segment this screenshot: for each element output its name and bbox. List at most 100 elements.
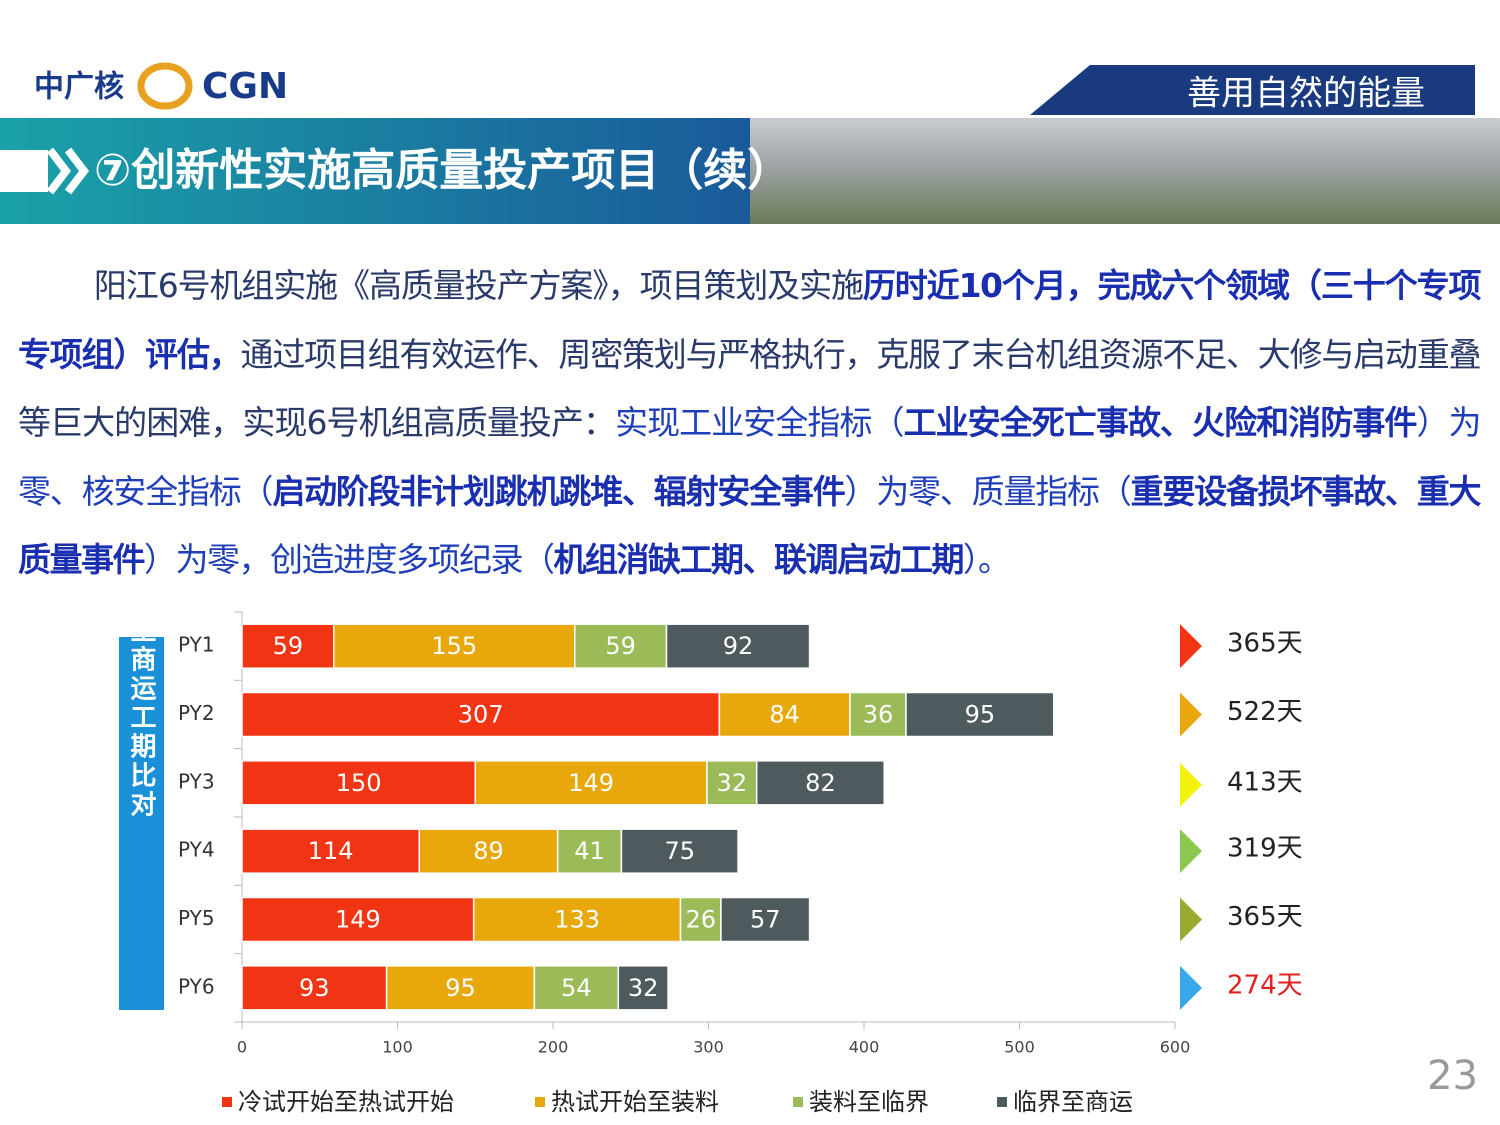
total-label: 365天	[1227, 902, 1303, 932]
text-run: 重要设备损坏事故、重大质量事件	[18, 471, 1482, 580]
total-label: 274天	[1227, 970, 1303, 1000]
slogan-banner	[1030, 65, 1475, 115]
slide-title: ⑦创新性实施高质量投产项目（续）	[94, 145, 791, 196]
data-label: 36	[863, 701, 894, 729]
data-label: 82	[805, 769, 836, 797]
text-run: 实现工业安全指标（	[615, 403, 905, 442]
x-tick-label: 200	[538, 1038, 569, 1057]
paragraph: 阳江6号机组实施《高质量投产方案》，项目策划及实施历时近10个月，完成六个领域（…	[18, 252, 1482, 595]
y-tick-label: PY3	[178, 769, 215, 793]
total-arrow	[1180, 692, 1202, 737]
legend-label: 装料至临界	[809, 1088, 929, 1116]
y-tick-label: PY5	[178, 906, 215, 930]
bar-segment	[706, 760, 758, 806]
data-label: 93	[299, 974, 330, 1002]
legend-label: 冷试开始至热试开始	[238, 1088, 454, 1116]
y-tick-label: PY4	[178, 838, 215, 862]
data-label: 59	[605, 632, 636, 660]
side-label-box	[119, 637, 164, 1010]
bar-segment	[241, 623, 335, 669]
bar-segment	[718, 691, 851, 738]
chevron	[46, 147, 72, 195]
data-label: 307	[458, 701, 504, 729]
total-arrow	[1180, 829, 1202, 874]
legend-swatch	[535, 1097, 545, 1107]
bar-segment	[755, 760, 885, 806]
data-label: 32	[628, 974, 659, 1002]
bar-segment	[533, 965, 620, 1011]
text-run: ）。	[963, 540, 1011, 579]
legend-swatch	[793, 1097, 803, 1107]
bar-segment	[617, 965, 669, 1011]
text-run: ）为零、核安全指标（	[18, 403, 1482, 511]
title-bar	[0, 118, 750, 224]
bar-segment	[905, 691, 1055, 738]
legend-swatch	[222, 1097, 232, 1107]
data-label: 92	[723, 632, 754, 660]
x-tick-label: 0	[237, 1038, 247, 1057]
y-tick-label: PY6	[178, 974, 215, 998]
data-label: 57	[750, 906, 781, 934]
slogan: 善用自然的能量	[1187, 74, 1425, 114]
text-run: 通过项目组有效运作、周密策划与严格执行，克服了末台机组资源不足、大修与启动重叠等…	[18, 334, 1482, 443]
data-label: 95	[445, 974, 476, 1002]
chevron-bar	[0, 150, 48, 192]
data-label: 54	[561, 974, 592, 1002]
text-run: 启动阶段非计划跳机跳堆、辐射安全事件	[272, 471, 846, 511]
data-label: 150	[336, 769, 382, 797]
total-arrow	[1180, 762, 1202, 807]
total-label: 319天	[1227, 834, 1303, 864]
y-tick-label: PY1	[178, 633, 215, 657]
photo	[750, 118, 1500, 224]
data-label: 26	[685, 906, 716, 934]
legend-label: 临界至商运	[1013, 1088, 1133, 1116]
chart: 0 100 200 300 400 500 600 冷试开始至商运工期比对 PY1 59 155 59…	[119, 499, 1303, 1116]
bar-segment	[720, 896, 811, 943]
text-run: 阳江6号机组实施《高质量投产方案》，项目策划及实施	[93, 266, 864, 305]
data-label: 89	[473, 837, 504, 865]
y-tick-label: PY2	[178, 701, 215, 725]
total-arrow	[1180, 897, 1202, 942]
bar-segment	[241, 965, 388, 1011]
text-run: ）为零、质量指标（	[844, 471, 1133, 511]
total-label: 413天	[1227, 767, 1303, 797]
data-label: 84	[769, 701, 800, 729]
x-tick-label: 100	[382, 1038, 413, 1057]
bar-segment	[556, 828, 623, 874]
chevron	[64, 147, 90, 195]
data-label: 149	[568, 769, 614, 797]
data-label: 75	[664, 837, 695, 865]
data-label: 133	[554, 906, 600, 934]
data-label: 32	[717, 769, 748, 797]
legend-swatch	[997, 1097, 1007, 1107]
text-run: ）为零，创造进度多项纪录（	[144, 540, 555, 579]
total-label: 522天	[1227, 697, 1303, 727]
bar-segment	[574, 623, 668, 669]
data-label: 95	[965, 701, 996, 729]
legend-label: 热试开始至装料	[551, 1088, 719, 1116]
data-label: 149	[335, 906, 381, 934]
bar-segment	[620, 828, 739, 874]
bar-segment	[665, 623, 811, 669]
data-label: 155	[431, 632, 477, 660]
x-tick-label: 300	[693, 1038, 724, 1057]
bar-segment	[241, 691, 721, 738]
logo-mark	[137, 62, 193, 110]
bar-segment	[679, 896, 722, 943]
side-label: 冷试开始至商运工期比对	[126, 499, 156, 819]
total-arrow	[1180, 624, 1202, 669]
total-arrow	[1180, 965, 1202, 1010]
logo: 中广核	[34, 70, 124, 105]
logo-en: CGN	[202, 66, 288, 107]
bar-segment	[332, 623, 576, 669]
bar-segment	[849, 691, 907, 738]
x-tick-label: 600	[1160, 1038, 1191, 1057]
bar-segment	[241, 828, 421, 874]
x-tick-label: 400	[849, 1038, 880, 1057]
data-label: 41	[574, 837, 605, 865]
data-label: 114	[308, 837, 354, 865]
text-run: 工业安全死亡事故、火险和消防事件	[903, 403, 1418, 442]
x-tick-label: 500	[1004, 1038, 1035, 1057]
